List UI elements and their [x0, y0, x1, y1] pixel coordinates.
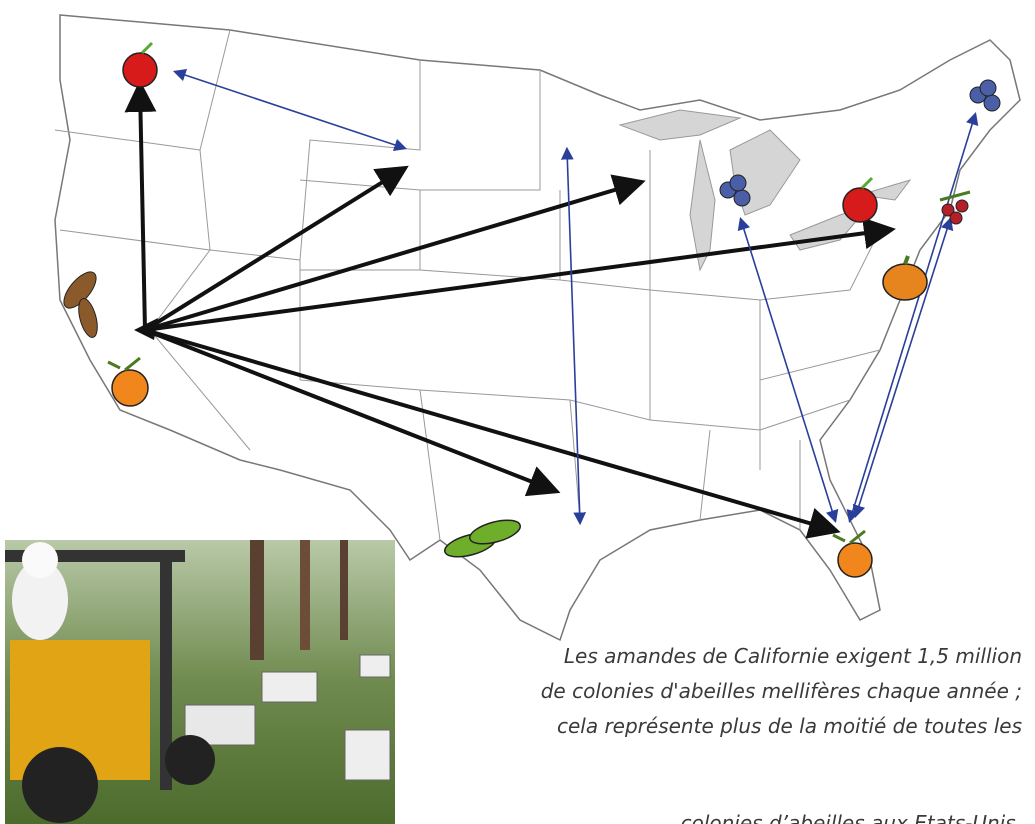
- hub-arrowhead: [134, 318, 158, 340]
- almond-icon: [63, 271, 98, 338]
- caption-line: Les amandes de Californie exigent 1,5 mi…: [564, 644, 1022, 668]
- blueberry-icon: [969, 79, 1001, 112]
- blue-arrows: [172, 68, 979, 526]
- blueberry-icon: [719, 174, 751, 207]
- orange-icon: [832, 529, 873, 578]
- caption-line: de colonies d'abeilles mellifères chaque…: [541, 679, 1022, 703]
- caption: Les amandes de Californie exigent 1,5 mi…: [541, 644, 1022, 824]
- cucumber-icon: [444, 519, 521, 558]
- apple-icon: [842, 176, 878, 223]
- pumpkin-icon: [882, 255, 928, 301]
- caption-line: colonies d’abeilles aux Etats-Unis.: [681, 811, 1022, 824]
- orange-icon: [107, 356, 149, 407]
- caption-line: cela représente plus de la moitié de tou…: [557, 714, 1022, 738]
- apple-icon: [122, 41, 158, 88]
- cranberry-icon: [939, 190, 971, 225]
- beekeeping-photo: [5, 540, 395, 824]
